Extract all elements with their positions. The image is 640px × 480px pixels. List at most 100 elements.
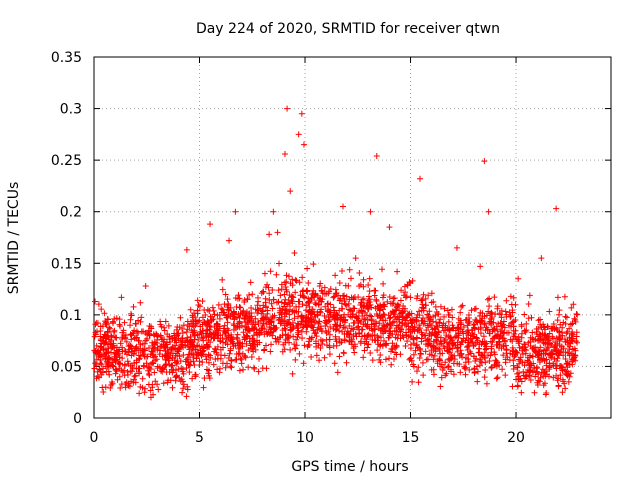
- data-point: [482, 343, 489, 350]
- data-point: [540, 323, 547, 330]
- data-point: [445, 311, 452, 318]
- data-point: [489, 339, 496, 346]
- data-point: [567, 321, 574, 328]
- data-point: [386, 355, 393, 362]
- data-point: [336, 279, 343, 286]
- data-point: [195, 302, 202, 309]
- data-point: [420, 291, 427, 298]
- data-point: [135, 365, 142, 372]
- data-point: [432, 345, 439, 352]
- data-point: [281, 279, 288, 286]
- data-point: [102, 353, 109, 360]
- data-point: [269, 314, 276, 321]
- data-point: [254, 302, 261, 309]
- data-point: [276, 316, 283, 323]
- data-point: [177, 314, 184, 321]
- data-point: [443, 370, 450, 377]
- data-point: [173, 326, 180, 333]
- data-point: [326, 309, 333, 316]
- data-point: [472, 305, 479, 312]
- data-point: [391, 318, 398, 325]
- data-point: [287, 300, 294, 307]
- data-point: [281, 300, 288, 307]
- data-point: [208, 316, 215, 323]
- data-point: [195, 336, 202, 343]
- data-point: [109, 362, 116, 369]
- data-point: [513, 336, 520, 343]
- data-point: [422, 348, 429, 355]
- data-point: [363, 312, 370, 319]
- data-point: [151, 341, 158, 348]
- data-point: [100, 388, 107, 395]
- data-point: [407, 355, 414, 362]
- data-point: [528, 314, 535, 321]
- data-point: [371, 287, 378, 294]
- data-point: [261, 270, 268, 277]
- data-point: [138, 314, 145, 321]
- data-point: [128, 310, 135, 317]
- data-point: [467, 332, 474, 339]
- data-point: [282, 306, 289, 313]
- data-point: [538, 255, 545, 262]
- data-point: [296, 350, 303, 357]
- data-point: [281, 150, 288, 157]
- data-point: [543, 362, 550, 369]
- data-point: [147, 394, 154, 401]
- data-point: [228, 364, 235, 371]
- data-point: [230, 320, 237, 327]
- data-point: [348, 341, 355, 348]
- data-point: [450, 325, 457, 332]
- data-point: [148, 361, 155, 368]
- data-point: [270, 322, 277, 329]
- data-point: [157, 321, 164, 328]
- data-point: [315, 302, 322, 309]
- data-point: [213, 322, 220, 329]
- data-point: [479, 310, 486, 317]
- data-point: [409, 378, 416, 385]
- data-point: [434, 360, 441, 367]
- data-point: [283, 278, 290, 285]
- data-point: [155, 386, 162, 393]
- data-point: [97, 323, 104, 330]
- data-point: [92, 298, 99, 305]
- data-point: [444, 339, 451, 346]
- data-point: [159, 365, 166, 372]
- data-point: [194, 307, 201, 314]
- data-point: [284, 320, 291, 327]
- data-point: [428, 366, 435, 373]
- data-point: [235, 351, 242, 358]
- data-point: [140, 328, 147, 335]
- data-point: [332, 272, 339, 279]
- data-point: [480, 333, 487, 340]
- data-point: [542, 326, 549, 333]
- data-point: [385, 334, 392, 341]
- data-point: [168, 362, 175, 369]
- data-point: [394, 268, 401, 275]
- data-point: [458, 303, 465, 310]
- data-point: [457, 309, 464, 316]
- data-point: [321, 312, 328, 319]
- data-point: [165, 377, 172, 384]
- data-point: [361, 347, 368, 354]
- data-point: [281, 309, 288, 316]
- data-point: [481, 355, 488, 362]
- data-point: [374, 312, 381, 319]
- y-axis-label: SRMTID / TECUs: [6, 182, 22, 295]
- data-point: [109, 318, 116, 325]
- data-point: [212, 356, 219, 363]
- data-point: [281, 291, 288, 298]
- data-point: [252, 346, 259, 353]
- data-point: [390, 355, 397, 362]
- x-tick-label: 20: [507, 430, 525, 446]
- data-point: [136, 368, 143, 375]
- data-point: [488, 364, 495, 371]
- data-point: [222, 291, 229, 298]
- data-point: [196, 331, 203, 338]
- data-point: [189, 312, 196, 319]
- data-point: [98, 306, 105, 313]
- data-point: [129, 368, 136, 375]
- data-point: [506, 322, 513, 329]
- data-point: [488, 343, 495, 350]
- data-point: [96, 366, 103, 373]
- data-point: [287, 327, 294, 334]
